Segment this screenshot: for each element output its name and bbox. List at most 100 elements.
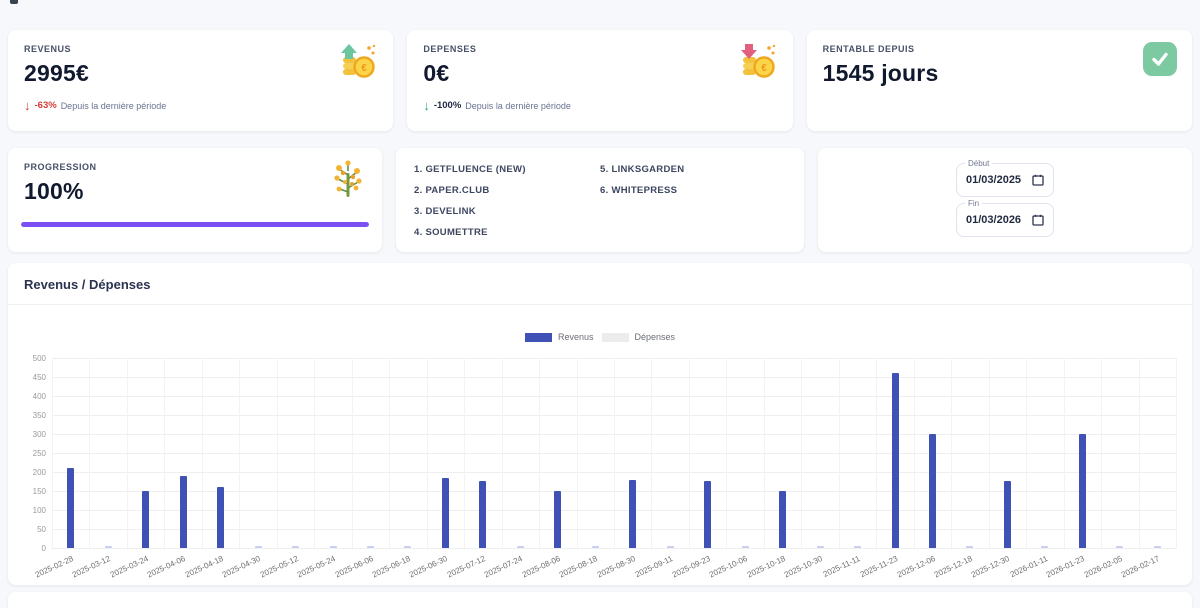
- platform-item: 6. WHITEPRESS: [600, 185, 678, 196]
- x-axis-tick-label: 2025-04-30: [220, 554, 262, 580]
- platform-column-2: 5. LINKSGARDEN 6. WHITEPRESS: [600, 164, 786, 236]
- y-axis-tick-label: 0: [41, 544, 46, 553]
- x-gridline: [913, 358, 915, 548]
- chart-bar-revenus: [854, 546, 862, 548]
- end-date-field[interactable]: Fin 01/03/2026: [956, 199, 1054, 237]
- x-gridline: [126, 358, 128, 548]
- y-axis-tick-label: 200: [32, 468, 46, 477]
- chart-bar-revenus: [404, 546, 412, 548]
- chart-bar-revenus: [67, 467, 75, 548]
- x-axis-tick-label: 2025-10-30: [782, 554, 824, 580]
- x-gridline: [951, 358, 953, 548]
- progression-value: 100%: [24, 178, 84, 204]
- start-date-label: Début: [965, 159, 993, 168]
- start-date-value[interactable]: 01/03/2025: [966, 174, 1022, 186]
- x-axis-tick-label: 2025-02-28: [33, 554, 75, 580]
- chart-bar-revenus: [554, 491, 562, 548]
- card-date-filters: Début 01/03/2025 Fin 01/03/2026: [818, 148, 1192, 252]
- x-axis-tick-label: 2025-04-06: [146, 554, 187, 580]
- x-gridline: [1063, 358, 1065, 548]
- top-edge-artifact: [10, 0, 18, 4]
- calendar-icon[interactable]: [1032, 174, 1044, 186]
- x-axis-tick-label: 2026-01-11: [1008, 554, 1049, 580]
- revenus-delta-row: ↓ -63% Depuis la dernière période: [24, 97, 377, 113]
- chart-legend: Revenus Dépenses: [8, 332, 1192, 342]
- arrow-down-icon: ↓: [24, 97, 31, 113]
- y-axis-tick-label: 450: [32, 373, 46, 382]
- chart-bar-revenus: [704, 480, 712, 548]
- x-axis-tick-label: 2025-04-18: [183, 554, 225, 580]
- start-date-field[interactable]: Début 01/03/2025: [956, 159, 1054, 197]
- secondary-row: PROGRESSION 100% 1. GETFL: [8, 148, 1192, 252]
- x-gridline: [52, 358, 53, 548]
- chart-bar-revenus: [441, 478, 449, 548]
- chart-bar-revenus: [179, 475, 187, 548]
- chart-bar-revenus: [366, 546, 374, 548]
- y-axis-tick-label: 100: [32, 506, 46, 515]
- calendar-icon[interactable]: [1032, 214, 1044, 226]
- revenus-delta-caption: Depuis la dernière période: [60, 100, 167, 111]
- depenses-delta-caption: Depuis la dernière période: [465, 100, 571, 111]
- y-axis-tick-label: 400: [32, 392, 46, 401]
- end-date-value[interactable]: 01/03/2026: [966, 214, 1022, 226]
- x-gridline: [651, 358, 653, 548]
- card-depenses: DEPENSES 0€ ↓ -100% Depuis la dernière p…: [407, 30, 793, 131]
- card-rentable: RENTABLE DEPUIS 1545 jours: [806, 30, 1192, 131]
- chart-bar-revenus: [591, 546, 599, 548]
- x-gridline: [539, 358, 541, 548]
- chart-bar-revenus: [629, 480, 637, 548]
- card-platforms: 1. GETFLUENCE (NEW) 2. PAPER.CLUB 3. DEV…: [396, 148, 804, 252]
- x-axis-tick-label: 2025-05-24: [295, 554, 337, 580]
- depenses-value: 0€: [423, 60, 450, 86]
- platform-item: 1. GETFLUENCE (NEW): [414, 164, 526, 175]
- legend-item-dépenses[interactable]: Dépenses: [601, 332, 676, 342]
- chart-bar-revenus: [928, 434, 936, 548]
- stats-row: REVENUS 2995€ ↓ -63% Depuis la dernière …: [8, 30, 1192, 131]
- x-axis-tick-label: 2026-02-17: [1120, 554, 1162, 580]
- chart-bar-revenus: [1153, 546, 1161, 548]
- divider: [8, 304, 1192, 305]
- x-gridline: [576, 358, 578, 548]
- progression-label: PROGRESSION: [24, 162, 97, 172]
- revenus-value: 2995€: [24, 60, 89, 86]
- x-gridline: [239, 358, 241, 548]
- legend-swatch: [601, 332, 629, 342]
- x-gridline: [89, 358, 91, 548]
- progress-bar: [21, 222, 369, 227]
- x-axis-tick-label: 2025-12-18: [932, 554, 974, 580]
- x-axis-tick-label: 2025-03-24: [108, 554, 150, 580]
- x-axis-tick-label: 2025-07-24: [483, 554, 525, 580]
- chart-bar-revenus: [254, 546, 262, 548]
- rentable-label: RENTABLE DEPUIS: [822, 44, 915, 54]
- x-gridline: [763, 358, 765, 548]
- chart-bar-revenus: [217, 487, 225, 548]
- x-axis-tick-label: 2025-06-06: [333, 554, 375, 580]
- depenses-label: DEPENSES: [423, 44, 477, 54]
- x-gridline: [201, 358, 203, 548]
- platform-item: 2. PAPER.CLUB: [414, 185, 490, 196]
- x-gridline: [801, 358, 803, 548]
- legend-label: Dépenses: [634, 332, 676, 342]
- chart-bar-revenus: [104, 546, 112, 548]
- x-gridline: [876, 358, 878, 548]
- chart-bar-revenus: [816, 546, 824, 548]
- chart-bar-revenus: [516, 546, 524, 548]
- money-tree-icon: [329, 159, 367, 206]
- chart-bar-revenus: [292, 546, 300, 548]
- x-axis-tick-label: 2025-11-23: [858, 554, 899, 580]
- chart-bar-revenus: [329, 546, 337, 548]
- revenus-label: REVENUS: [24, 44, 72, 54]
- legend-swatch: [524, 332, 552, 342]
- y-axis-tick-label: 300: [32, 430, 46, 439]
- card-progression: PROGRESSION 100%: [8, 148, 382, 252]
- y-gridline: [52, 548, 1176, 549]
- x-gridline: [1026, 358, 1028, 548]
- x-axis-tick-label: 2025-05-12: [258, 554, 300, 580]
- chart-bar-revenus: [1041, 546, 1049, 548]
- check-icon: [1143, 42, 1177, 76]
- revenus-delta: -63%: [34, 100, 57, 111]
- x-axis-tick-label: 2025-09-23: [670, 554, 712, 580]
- coins-up-icon: €: [336, 41, 378, 88]
- legend-item-revenus[interactable]: Revenus: [524, 332, 594, 342]
- y-axis-tick-label: 500: [32, 354, 46, 363]
